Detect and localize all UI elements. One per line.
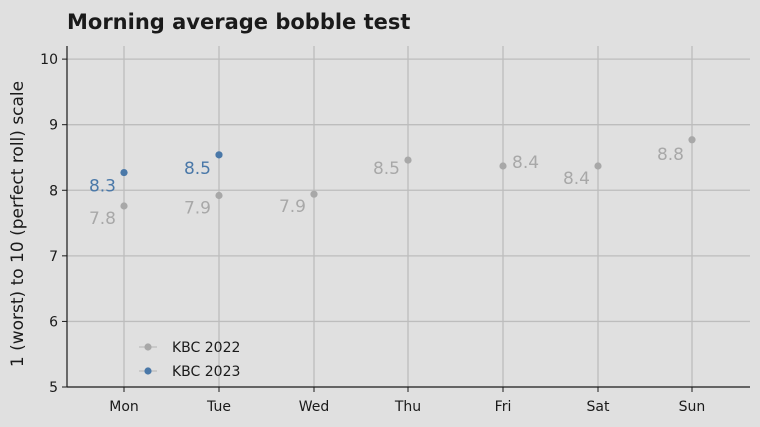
- y-tick-label: 8: [49, 183, 58, 199]
- data-points: [120, 136, 696, 210]
- data-point: [404, 156, 412, 164]
- data-label: 7.9: [184, 199, 211, 219]
- x-tick-label: Fri: [495, 399, 512, 415]
- legend: KBC 2022 KBC 2023: [139, 340, 240, 380]
- data-label: 8.4: [563, 169, 590, 189]
- data-point: [688, 136, 696, 144]
- x-tick-label: Wed: [299, 399, 330, 415]
- y-tick-label: 5: [49, 380, 58, 396]
- x-tick-label: Sun: [679, 399, 706, 415]
- data-label: 7.9: [279, 197, 306, 217]
- data-point: [120, 202, 128, 210]
- data-point: [310, 190, 318, 198]
- legend-label: KBC 2023: [172, 364, 240, 380]
- x-axis-ticks: Mon Tue Wed Thu Fri Sat Sun: [109, 387, 705, 415]
- data-label: 8.4: [512, 153, 539, 173]
- grid: [67, 46, 750, 387]
- data-label: 8.8: [657, 145, 684, 165]
- data-label: 8.5: [184, 159, 211, 179]
- data-labels: 7.8 7.9 7.9 8.5 8.4 8.4 8.8 8.3 8.5: [89, 145, 684, 229]
- y-tick-label: 9: [49, 118, 58, 134]
- y-tick-label: 7: [49, 249, 58, 265]
- x-tick-label: Mon: [109, 399, 139, 415]
- y-axis-ticks: 5 6 7 8 9 10: [40, 52, 67, 396]
- y-tick-label: 6: [49, 314, 58, 330]
- data-point: [215, 151, 223, 159]
- y-axis-title: 1 (worst) to 10 (perfect roll) scale: [8, 81, 28, 367]
- data-point: [215, 191, 223, 200]
- data-label: 8.5: [373, 159, 400, 179]
- y-tick-label: 10: [40, 52, 58, 68]
- data-label: 7.8: [89, 209, 116, 229]
- x-tick-label: Thu: [394, 399, 421, 415]
- chart-title: Morning average bobble test: [67, 10, 410, 34]
- legend-label: KBC 2022: [172, 340, 240, 356]
- legend-key-point: [144, 343, 152, 351]
- data-label: 8.3: [89, 177, 116, 197]
- x-tick-label: Sat: [587, 399, 610, 415]
- data-point: [594, 162, 602, 170]
- x-tick-label: Tue: [206, 399, 231, 415]
- legend-key-point: [144, 367, 152, 375]
- data-point: [499, 162, 507, 170]
- data-point: [120, 168, 128, 177]
